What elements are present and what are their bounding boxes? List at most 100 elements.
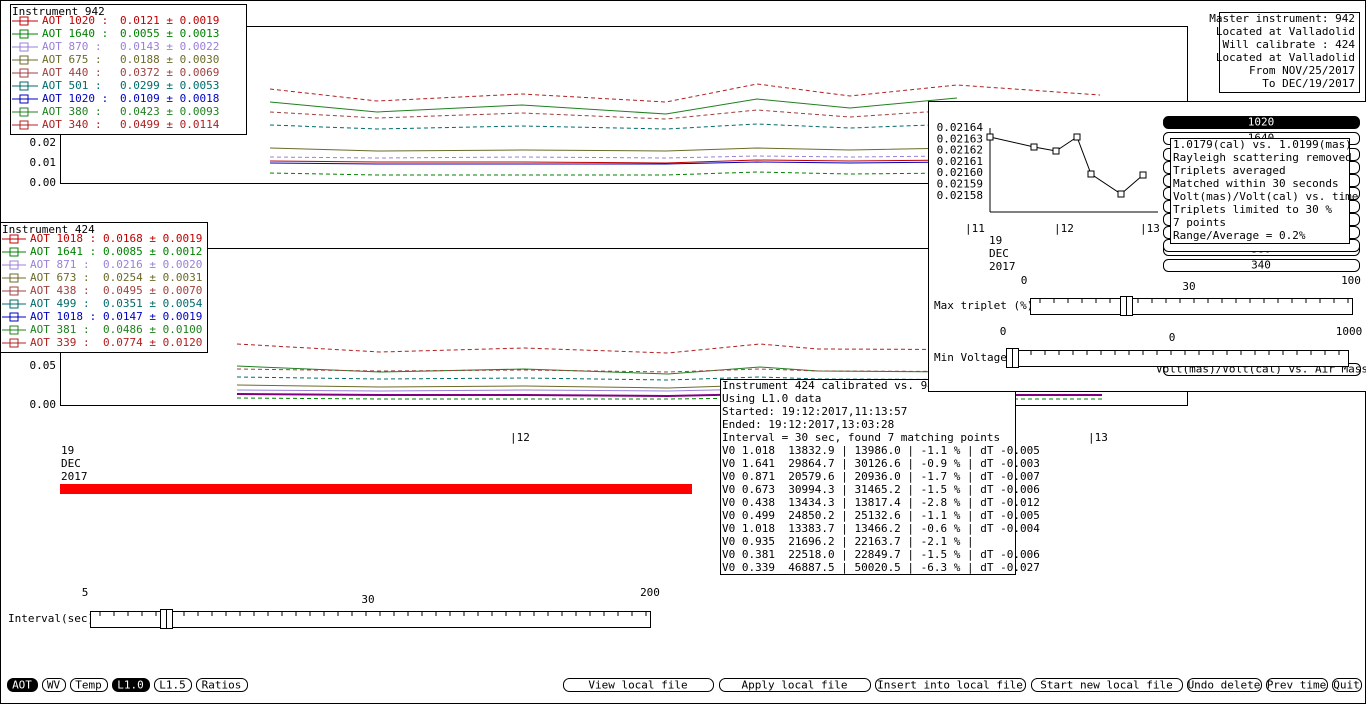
info-line: Range/Average = 0.2% bbox=[1173, 229, 1306, 242]
y-tick-label: 0.01 bbox=[30, 156, 57, 169]
button[interactable] bbox=[1187, 678, 1262, 692]
popup-y-tick-label: 0.02160 bbox=[937, 166, 983, 179]
trace bbox=[269, 161, 958, 165]
report-line: V0 0.499 24850.2 | 25132.6 | -1.1 % | dT… bbox=[722, 509, 1040, 522]
master-info-line: Located at Valladolid bbox=[1216, 25, 1355, 38]
toggle-label: AOT bbox=[12, 679, 32, 692]
button[interactable] bbox=[563, 678, 714, 692]
toggle-button[interactable] bbox=[154, 678, 192, 692]
legend-label: AOT 1020 : bbox=[42, 14, 108, 27]
x-tick-label: |13 bbox=[1088, 431, 1108, 444]
toggle-button[interactable] bbox=[42, 678, 66, 692]
y-tick-label: 0.05 bbox=[30, 359, 57, 372]
button[interactable] bbox=[875, 678, 1026, 692]
list-item[interactable] bbox=[1163, 259, 1360, 272]
master-info-line: To DEC/19/2017 bbox=[1262, 77, 1355, 90]
legend-label: AOT 673 : bbox=[30, 271, 90, 284]
popup-date-label: 19 bbox=[989, 234, 1002, 247]
legend-box bbox=[10, 4, 247, 135]
toggle-label: Temp bbox=[75, 679, 102, 692]
info-line: Volt(mas)/Volt(cal) vs. time bbox=[1173, 190, 1358, 203]
report-box bbox=[720, 379, 1016, 575]
legend-marker bbox=[9, 247, 19, 257]
toggle-button[interactable] bbox=[7, 678, 38, 692]
legend-marker bbox=[19, 42, 29, 52]
legend-value: 0.0055 ± 0.0013 bbox=[120, 27, 219, 40]
trace bbox=[269, 123, 958, 130]
legend-marker bbox=[9, 312, 19, 322]
legend-value: 0.0143 ± 0.0022 bbox=[120, 40, 219, 53]
slider-track[interactable] bbox=[1030, 298, 1353, 315]
info-line: Matched within 30 seconds bbox=[1173, 177, 1339, 190]
button-label: Quit bbox=[1333, 679, 1360, 692]
popup-y-tick-label: 0.02161 bbox=[937, 155, 983, 168]
slider-label: Min Voltage bbox=[934, 351, 1007, 364]
legend-label: AOT 1020 : bbox=[42, 92, 108, 105]
button[interactable] bbox=[1332, 678, 1362, 692]
popup-y-tick-label: 0.02158 bbox=[937, 189, 983, 202]
legend-label: AOT 438 : bbox=[30, 284, 90, 297]
legend-marker bbox=[19, 120, 29, 130]
trace bbox=[236, 343, 1103, 354]
toggle-label: L1.5 bbox=[159, 679, 186, 692]
legend-value: 0.0147 ± 0.0019 bbox=[103, 310, 202, 323]
legend-title: Instrument 424 bbox=[2, 223, 95, 236]
info-line: Rayleigh scattering removed bbox=[1173, 151, 1352, 164]
legend-box bbox=[0, 222, 208, 353]
report-line: V0 1.641 29864.7 | 30126.6 | -0.9 % | dT… bbox=[722, 457, 1040, 470]
report-line: V0 0.673 30994.3 | 31465.2 | -1.5 % | dT… bbox=[722, 483, 1040, 496]
slider-track[interactable] bbox=[90, 611, 651, 628]
legend-marker bbox=[19, 16, 29, 26]
legend-marker bbox=[9, 338, 19, 348]
slider-tick-label: 0 bbox=[1000, 325, 1007, 338]
legend-value: 0.0495 ± 0.0070 bbox=[103, 284, 202, 297]
toggle-label: Ratios bbox=[202, 679, 242, 692]
legend-marker bbox=[19, 68, 29, 78]
popup-x-tick-label: |12 bbox=[1054, 222, 1074, 235]
slider-tick-label: 1000 bbox=[1336, 325, 1363, 338]
legend-title: Instrument 942 bbox=[12, 5, 105, 18]
trace bbox=[269, 97, 958, 115]
popup-x-tick-label: |11 bbox=[965, 222, 985, 235]
toggle-label: WV bbox=[47, 679, 61, 692]
legend-value: 0.0254 ± 0.0031 bbox=[103, 271, 202, 284]
popup-y-tick-label: 0.02159 bbox=[937, 178, 983, 191]
slider-tick-label: 0 bbox=[1021, 274, 1028, 287]
date-label: DEC bbox=[61, 457, 81, 470]
info-line: Triplets averaged bbox=[1173, 164, 1286, 177]
toggle-button[interactable] bbox=[112, 678, 150, 692]
toggle-button[interactable] bbox=[70, 678, 108, 692]
legend-label: AOT 381 : bbox=[30, 323, 90, 336]
trace bbox=[269, 155, 958, 159]
popup-y-tick-label: 0.02163 bbox=[937, 132, 983, 145]
legend-label: AOT 1018 : bbox=[30, 310, 96, 323]
list-item[interactable] bbox=[1163, 116, 1360, 129]
info-line: 7 points bbox=[1173, 216, 1226, 229]
button-label: Start new local file bbox=[1040, 679, 1172, 692]
toggle-label: L1.0 bbox=[117, 679, 144, 692]
date-label: 19 bbox=[61, 444, 74, 457]
slider-tick-label: 0 bbox=[1169, 331, 1176, 344]
progress-bar bbox=[60, 484, 692, 494]
slider-label: Interval(sec) bbox=[8, 612, 94, 625]
popup-y-tick-label: 0.02164 bbox=[937, 121, 984, 134]
legend-marker bbox=[19, 107, 29, 117]
master-info-line: Located at Valladolid bbox=[1216, 51, 1355, 64]
toggle-button[interactable] bbox=[196, 678, 248, 692]
popup-x-tick-label: |13 bbox=[1140, 222, 1160, 235]
legend-label: AOT 340 : bbox=[42, 118, 102, 131]
legend-label: AOT 871 : bbox=[30, 258, 90, 271]
button[interactable] bbox=[1266, 678, 1328, 692]
legend-label: AOT 339 : bbox=[30, 336, 90, 349]
list-item-label: 340 bbox=[1251, 259, 1271, 272]
list-item-label: 1020 bbox=[1248, 116, 1275, 129]
legend-value: 0.0372 ± 0.0069 bbox=[120, 66, 219, 79]
button[interactable] bbox=[719, 678, 871, 692]
report: Instrument 424 calibrated vs. 942(Using … bbox=[720, 379, 1040, 575]
trace bbox=[269, 159, 958, 164]
report-line: V0 0.935 21696.2 | 22163.7 | -2.1 % | bbox=[722, 535, 974, 548]
button[interactable] bbox=[1031, 678, 1183, 692]
legend-marker bbox=[19, 94, 29, 104]
popup: 0.021640.021630.021620.021610.021600.021… bbox=[928, 101, 1366, 392]
